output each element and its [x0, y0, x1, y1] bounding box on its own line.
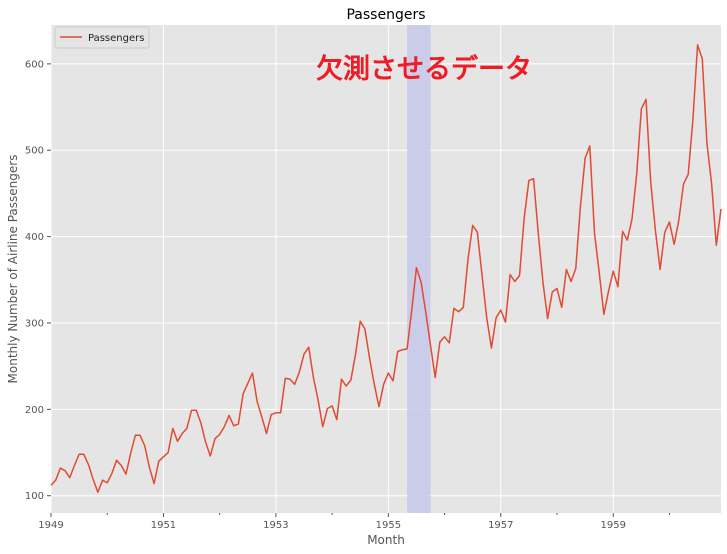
x-tick-label: 1953: [263, 520, 288, 531]
grid-layer: [50, 25, 721, 513]
x-tick-label: 1959: [601, 520, 626, 531]
data-points: [50, 44, 722, 493]
x-tick-label: 1957: [488, 520, 513, 531]
y-tick-label: 300: [25, 318, 44, 329]
x-axis-label: Month: [367, 533, 405, 547]
y-tick-label: 100: [25, 491, 44, 502]
y-tick-label: 400: [25, 232, 44, 243]
y-tick-label: 500: [25, 146, 44, 157]
y-axis-label: Monthly Number of Airline Passengers: [6, 155, 20, 384]
y-tick-label: 600: [25, 59, 44, 70]
y-tick-labels: 100 200 300 400 500 600: [25, 59, 51, 502]
series-line-passengers: [50, 44, 722, 494]
x-tick-label: 1949: [38, 520, 63, 531]
x-tick-label: 1955: [376, 520, 401, 531]
legend-box: [54, 26, 150, 49]
x-tick-label: 1951: [151, 520, 176, 531]
minor-ticks: [106, 513, 670, 515]
y-tick-label: 200: [25, 405, 44, 416]
missing-data-annotation: 欠測させるデータ: [316, 53, 532, 85]
chart-title: Passengers: [346, 7, 425, 23]
legend-label: Passengers: [88, 33, 144, 44]
legend: Passengers: [54, 26, 150, 49]
x-tick-labels: 1949 1951 1953 1955 1957 1959: [38, 513, 626, 531]
missing-data-span: [407, 25, 431, 513]
plot-area: [51, 25, 721, 513]
